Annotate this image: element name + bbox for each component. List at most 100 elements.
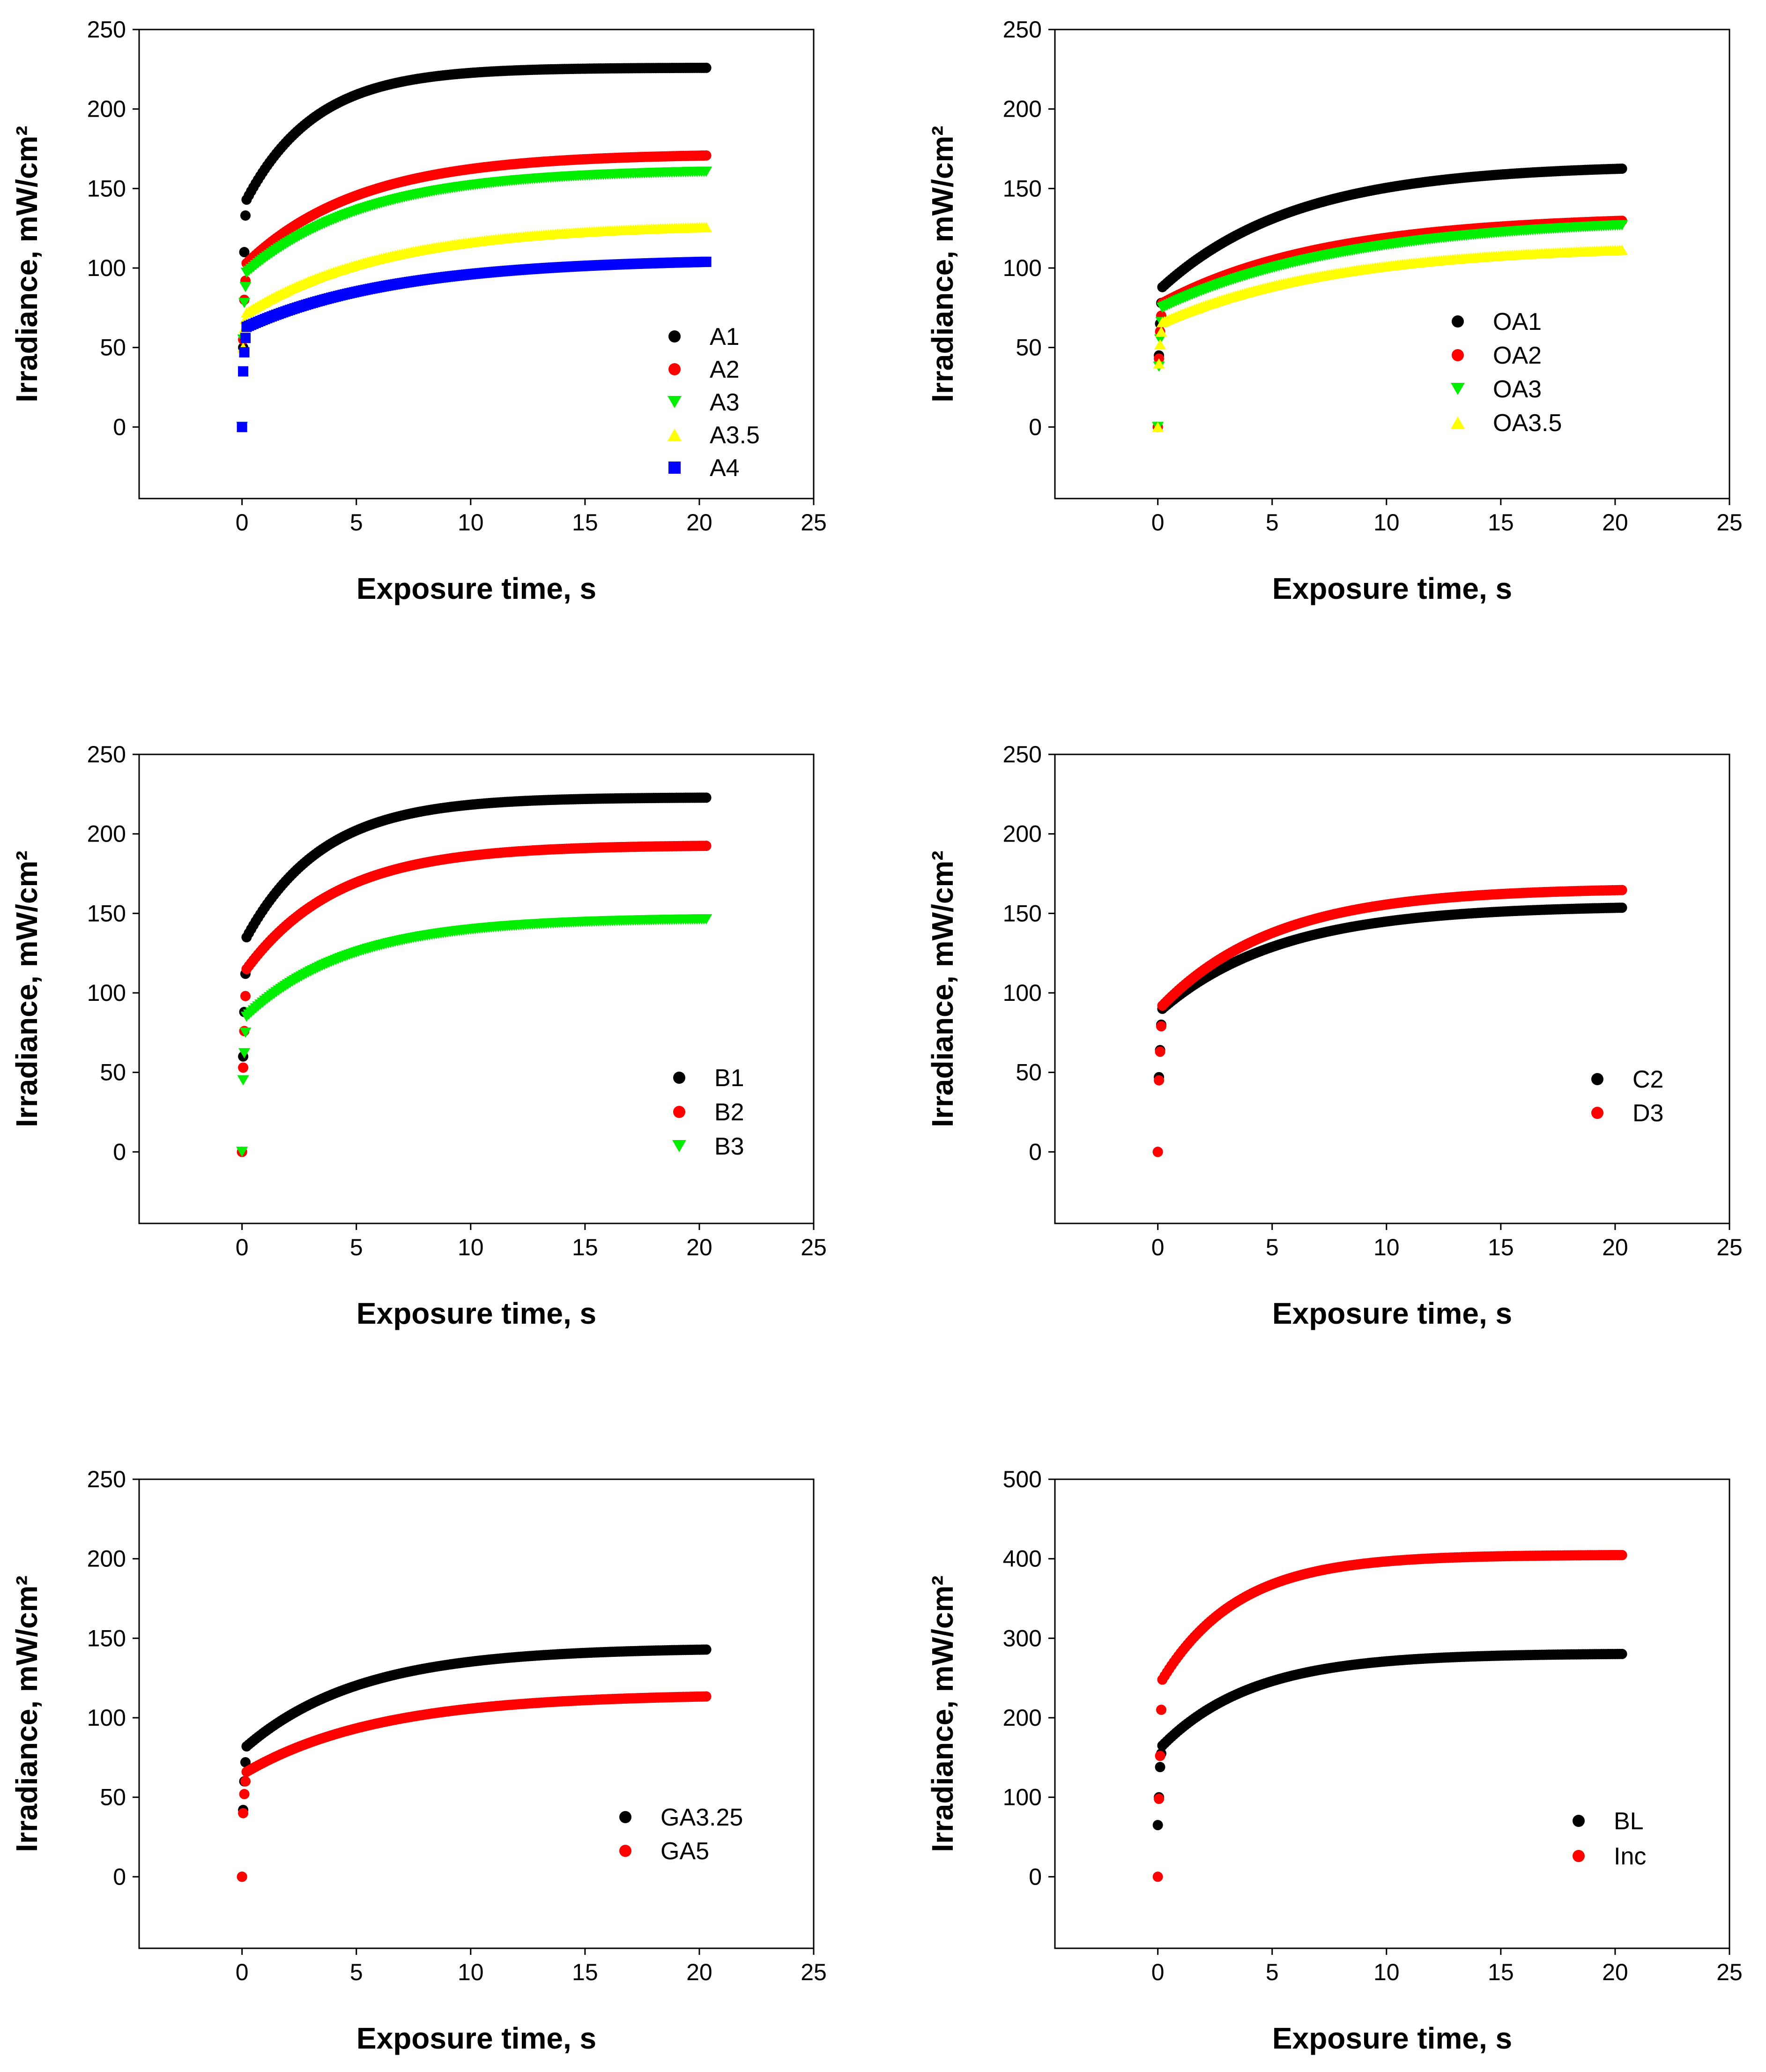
x-axis-title: Exposure time, s [1272, 2021, 1512, 2055]
y-tick-label: 200 [87, 96, 126, 122]
y-tick-label: 200 [1003, 1705, 1042, 1731]
y-axis-title: Irradiance, mW/cm² [926, 850, 959, 1127]
y-tick-label: 0 [1029, 414, 1042, 440]
legend-marker [1452, 349, 1464, 361]
y-tick-label: 0 [1029, 1863, 1042, 1890]
legend-marker [673, 1106, 685, 1118]
data-point [1154, 339, 1166, 350]
y-tick-label: 300 [1003, 1625, 1042, 1651]
legend-label: B2 [714, 1099, 744, 1126]
data-point [701, 1692, 712, 1702]
x-tick-label: 5 [1266, 1959, 1279, 1985]
data-point [238, 366, 248, 377]
data-point [1154, 1075, 1164, 1086]
y-tick-label: 250 [1003, 16, 1042, 43]
x-tick-label: 0 [1151, 509, 1165, 536]
y-axis-title: Irradiance, mW/cm² [10, 126, 44, 402]
data-point [701, 150, 712, 161]
data-point [237, 422, 247, 432]
data-point [701, 841, 712, 851]
legend-marker [1591, 1107, 1603, 1119]
legend-label: Inc [1614, 1843, 1646, 1870]
x-tick-label: 25 [801, 1959, 827, 1985]
y-tick-label: 500 [1003, 1466, 1042, 1492]
x-tick-label: 10 [458, 509, 484, 536]
x-tick-label: 0 [236, 1959, 249, 1985]
data-point [238, 1808, 248, 1819]
legend-label: OA3 [1493, 376, 1542, 403]
legend-label: OA3.5 [1493, 410, 1562, 437]
legend-label: A3 [710, 389, 740, 416]
chart-panel-middle-left: 0 5 10 15 20 25050100150200250Exposure time, … [10, 741, 827, 1330]
data-point [1156, 1021, 1166, 1031]
x-tick-label: 5 [350, 509, 363, 536]
legend-marker [1591, 1073, 1603, 1085]
x-tick-label: 5 [1266, 509, 1279, 536]
data-point [1153, 1871, 1163, 1882]
x-axis-title: Exposure time, s [1272, 1297, 1512, 1330]
series-B2 [237, 841, 712, 1157]
y-tick-label: 150 [1003, 900, 1042, 926]
y-axis-title: Irradiance, mW/cm² [10, 1575, 44, 1852]
data-point [239, 282, 251, 292]
legend-label: D3 [1632, 1100, 1663, 1127]
x-tick-label: 15 [1488, 1234, 1514, 1260]
x-tick-label: 15 [572, 509, 598, 536]
y-tick-label: 50 [100, 1784, 126, 1811]
data-point [1617, 164, 1627, 174]
data-point [1153, 1820, 1163, 1830]
data-point [237, 1871, 247, 1882]
data-point [1617, 885, 1627, 895]
x-tick-label: 25 [1716, 1959, 1743, 1985]
x-tick-label: 15 [1488, 509, 1514, 536]
y-tick-label: 0 [113, 1139, 126, 1165]
data-point [701, 792, 712, 803]
chart-panel-middle-right: 0 5 10 15 20 25050100150200250Exposure time, … [926, 741, 1743, 1330]
y-tick-label: 200 [1003, 821, 1042, 847]
y-tick-label: 100 [87, 980, 126, 1006]
x-tick-label: 20 [686, 1234, 712, 1260]
y-tick-label: 150 [87, 175, 126, 201]
x-tick-label: 10 [1373, 1959, 1400, 1985]
chart-panel-bottom-left: 0 5 10 15 20 25050100150200250Exposure time, … [10, 1466, 827, 2055]
data-point [1617, 1649, 1627, 1659]
legend-label: OA2 [1493, 342, 1542, 369]
legend: OA1 OA2 OA3 OA3.5 [1451, 308, 1562, 437]
y-tick-label: 50 [100, 335, 126, 361]
data-point [240, 333, 251, 343]
data-point [240, 1776, 251, 1787]
y-tick-label: 150 [1003, 175, 1042, 201]
legend-marker [1451, 417, 1465, 429]
chart-panel-bottom-right: 0 5 10 15 20 250100200300400500Exposure time,… [926, 1466, 1743, 2055]
data-point [1155, 1762, 1165, 1772]
series-GA5 [237, 1692, 712, 1882]
y-tick-label: 150 [87, 1625, 126, 1651]
data-point [1617, 902, 1627, 913]
legend-marker [668, 462, 681, 474]
series-GA3.25 [237, 1644, 712, 1882]
y-tick-label: 50 [1016, 335, 1042, 361]
y-tick-label: 100 [1003, 980, 1042, 1006]
legend-marker [619, 1811, 631, 1823]
legend-marker [1451, 383, 1465, 395]
x-axis-title: Exposure time, s [1272, 572, 1512, 605]
legend-label: A4 [710, 455, 740, 482]
x-tick-label: 5 [1266, 1234, 1279, 1260]
x-tick-label: 10 [1373, 1234, 1400, 1260]
x-tick-label: 15 [572, 1234, 598, 1260]
y-tick-label: 250 [1003, 741, 1042, 768]
legend: B1B2B3 [672, 1065, 744, 1160]
x-tick-label: 25 [801, 1234, 827, 1260]
x-tick-label: 10 [1373, 509, 1400, 536]
x-axis-title: Exposure time, s [356, 1297, 596, 1330]
legend-label: GA3.25 [660, 1804, 743, 1831]
y-axis-title: Irradiance, mW/cm² [926, 126, 959, 402]
y-tick-label: 100 [1003, 255, 1042, 281]
legend-marker [1573, 1815, 1585, 1827]
legend-marker [1452, 315, 1464, 328]
y-tick-label: 200 [87, 1546, 126, 1572]
series-BL [1153, 1649, 1627, 1830]
y-tick-label: 100 [87, 1705, 126, 1731]
